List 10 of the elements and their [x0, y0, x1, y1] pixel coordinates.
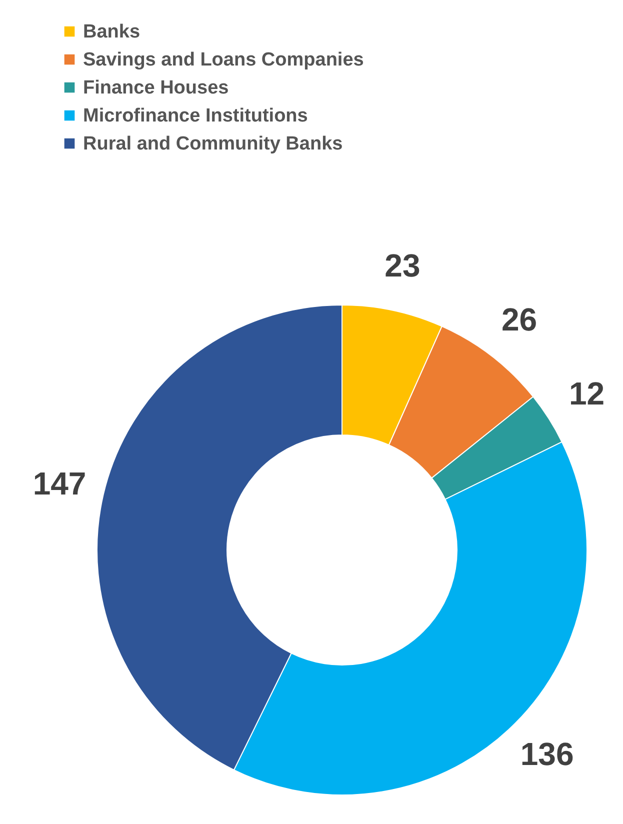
legend-label: Banks [83, 22, 140, 42]
data-label: 136 [520, 736, 574, 772]
legend-label: Savings and Loans Companies [83, 50, 364, 70]
data-label: 23 [384, 247, 420, 284]
data-label: 12 [568, 375, 605, 412]
legend-label: Rural and Community Banks [83, 134, 343, 154]
data-label: 147 [32, 465, 86, 502]
legend-label: Microfinance Institutions [83, 106, 308, 126]
legend-label: Finance Houses [83, 78, 229, 98]
data-label: 26 [501, 301, 538, 338]
